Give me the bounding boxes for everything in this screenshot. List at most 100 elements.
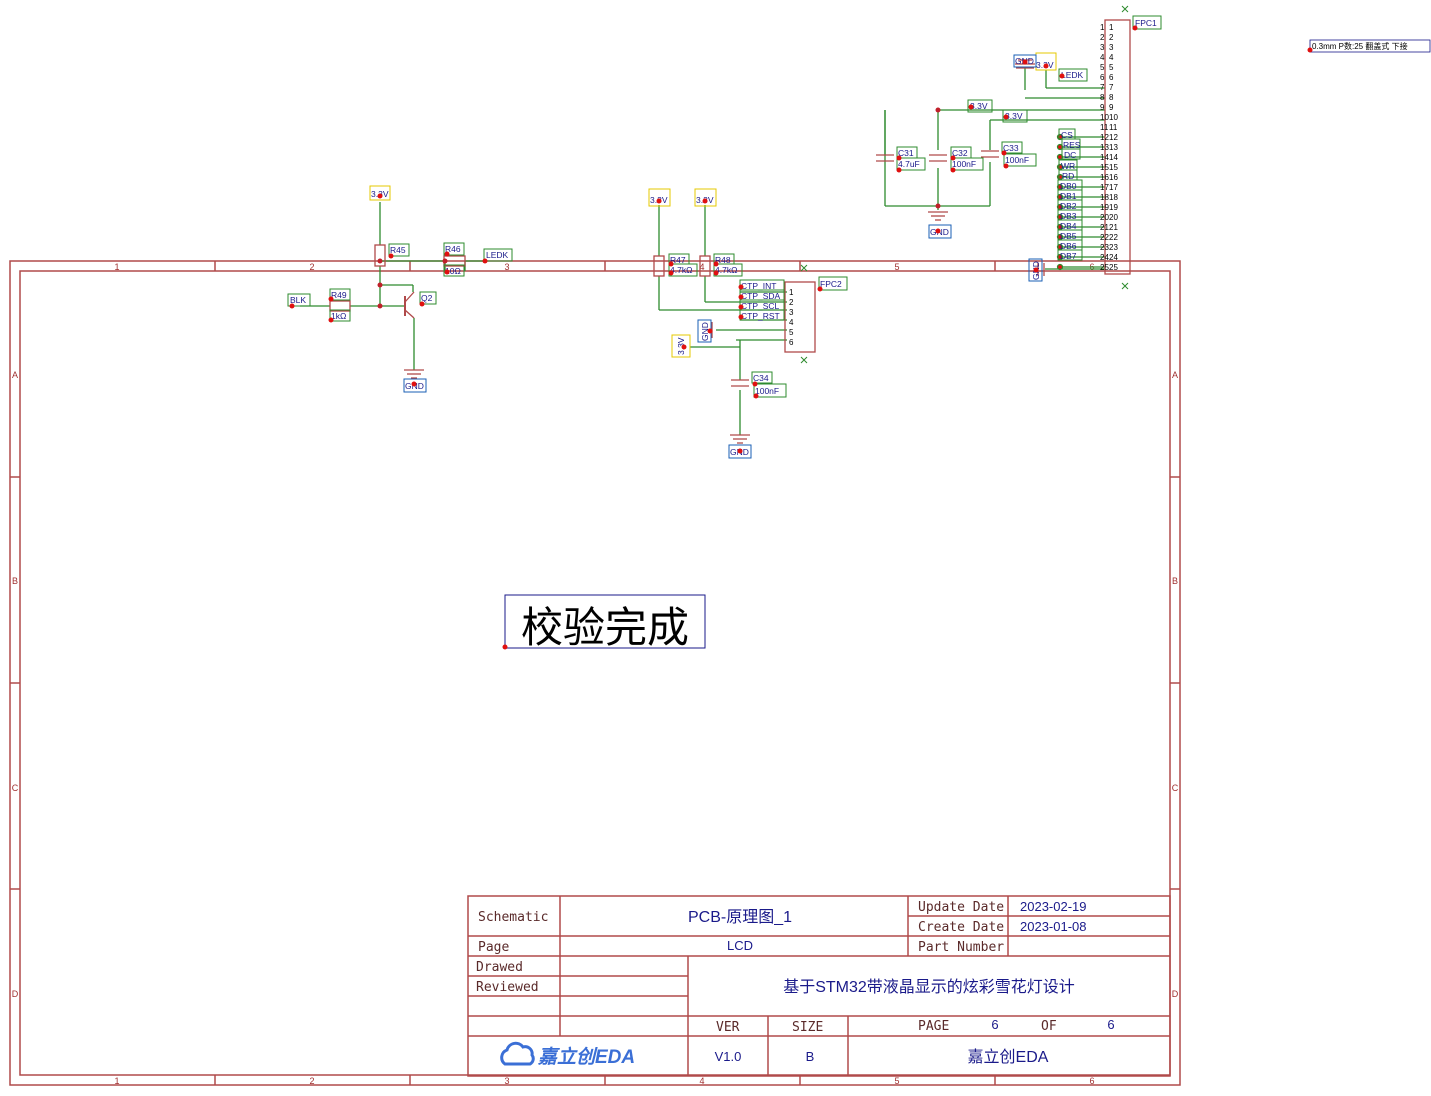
net-3v3: 3.3V xyxy=(676,337,686,355)
row-label: B xyxy=(12,576,18,586)
pin-number: 8 xyxy=(1109,93,1114,102)
update-date-value: 2023-02-19 xyxy=(1020,899,1087,914)
pin-number: 15 xyxy=(1109,163,1118,172)
connector-fpc1 xyxy=(1104,19,1131,275)
net-gnd: GND xyxy=(700,322,710,341)
row-label: A xyxy=(1172,370,1178,380)
ref-fpc2: FPC2 xyxy=(820,279,842,289)
pin-number: 12 xyxy=(1100,133,1109,142)
pin-number: 19 xyxy=(1100,203,1109,212)
pin-number: 21 xyxy=(1109,223,1118,232)
net-wr: WR xyxy=(1061,161,1075,171)
val-r48: 4.7kΩ xyxy=(715,265,737,275)
pin-number: 10 xyxy=(1109,113,1118,122)
col-label: 6 xyxy=(1089,1076,1094,1086)
junctions xyxy=(377,107,941,309)
pin-number: 5 xyxy=(789,328,794,337)
pin-number: 14 xyxy=(1109,153,1118,162)
col-label: 2 xyxy=(309,1076,314,1086)
fpc1-signal-wires xyxy=(1056,133,1105,271)
reviewed-label: Reviewed xyxy=(476,980,539,995)
pin-number: 21 xyxy=(1100,223,1109,232)
fpc2-pin-numbers: 1 2 3 4 5 6 xyxy=(789,288,794,347)
ref-r46: R46 xyxy=(445,244,461,254)
pin-number: 8 xyxy=(1100,93,1105,102)
pin-number: 9 xyxy=(1100,103,1105,112)
pin-number: 17 xyxy=(1109,183,1118,192)
pin-marker xyxy=(1056,263,1064,271)
page-label: Page xyxy=(478,940,509,955)
col-label: 4 xyxy=(699,262,704,272)
net-db-label: DB6 xyxy=(1060,241,1077,251)
schematic-label: Schematic xyxy=(478,910,548,925)
ref-r45: R45 xyxy=(390,245,406,255)
db-label-box xyxy=(1057,249,1083,261)
part-number-label: Part Number xyxy=(918,940,1004,955)
pin-number: 19 xyxy=(1109,203,1118,212)
pin-number: 25 xyxy=(1109,263,1118,272)
pin-number: 13 xyxy=(1109,143,1118,152)
connector-fpc2 xyxy=(784,281,816,353)
col-label: 5 xyxy=(894,262,899,272)
val-r49: 1kΩ xyxy=(331,311,346,321)
pin-number: 20 xyxy=(1109,213,1118,222)
pin-number: 4 xyxy=(1109,53,1114,62)
row-label: D xyxy=(12,989,19,999)
net-db-label: DB2 xyxy=(1060,201,1077,211)
row-label: C xyxy=(1172,783,1179,793)
pin-number: 24 xyxy=(1109,253,1118,262)
net-db-label: DB3 xyxy=(1060,211,1077,221)
pin-number: 20 xyxy=(1100,213,1109,222)
val-r47: 4.7kΩ xyxy=(670,265,692,275)
company-name: 嘉立创EDA xyxy=(968,1048,1049,1066)
pin-number: 2 xyxy=(789,298,794,307)
fpc1-note: 0.3mm P数:25 翻盖式 下接 xyxy=(1307,39,1431,53)
val-c34: 100nF xyxy=(755,386,779,396)
net-ctp-rst: CTP_RST xyxy=(741,311,780,321)
pin-number: 25 xyxy=(1100,263,1109,272)
pin-number: 11 xyxy=(1100,123,1109,132)
net-db-label: DB4 xyxy=(1060,221,1077,231)
page-num-value: 6 xyxy=(991,1017,998,1032)
net-dc: DC xyxy=(1064,150,1076,160)
pin-number: 3 xyxy=(1109,43,1114,52)
row-label: A xyxy=(12,370,18,380)
pin-number: 1 xyxy=(1100,23,1105,32)
pin-number: 3 xyxy=(789,308,794,317)
create-date-value: 2023-01-08 xyxy=(1020,919,1087,934)
pin-number: 12 xyxy=(1109,133,1118,142)
pin-number: 17 xyxy=(1100,183,1109,192)
pin-number: 7 xyxy=(1100,83,1105,92)
stamp-text: 校验完成 xyxy=(521,603,689,652)
pin-number: 24 xyxy=(1100,253,1109,262)
net-rd: RD xyxy=(1062,171,1074,181)
pin-number: 6 xyxy=(1109,73,1114,82)
pin-number: 23 xyxy=(1100,243,1109,252)
net-ctp-sda: CTP_SDA xyxy=(741,291,781,301)
resistor-r45 xyxy=(374,244,386,267)
size-label: SIZE xyxy=(792,1020,823,1035)
net-ledk: LEDK xyxy=(486,250,509,260)
pin-number: 22 xyxy=(1100,233,1109,242)
pin-number: 22 xyxy=(1109,233,1118,242)
net-blk: BLK xyxy=(290,295,306,305)
pin-number: 16 xyxy=(1109,173,1118,182)
ref-q2: Q2 xyxy=(421,293,433,303)
pin-number: 15 xyxy=(1100,163,1109,172)
size-value: B xyxy=(806,1049,815,1064)
val-c32: 100nF xyxy=(952,159,976,169)
pin-number: 5 xyxy=(1109,63,1114,72)
net-3v3: 3.3V xyxy=(1005,111,1023,121)
page-num-label: PAGE xyxy=(918,1019,949,1034)
page-total-value: 6 xyxy=(1107,1017,1114,1032)
pin-number: 23 xyxy=(1109,243,1118,252)
col-label: 5 xyxy=(894,1076,899,1086)
pin-number: 2 xyxy=(1100,33,1105,42)
pin-number: 7 xyxy=(1109,83,1114,92)
col-label: 4 xyxy=(699,1076,704,1086)
pin-number: 2 xyxy=(1109,33,1114,42)
net-ctp-int: CTP_INT xyxy=(741,281,776,291)
pin-number: 11 xyxy=(1109,123,1118,132)
